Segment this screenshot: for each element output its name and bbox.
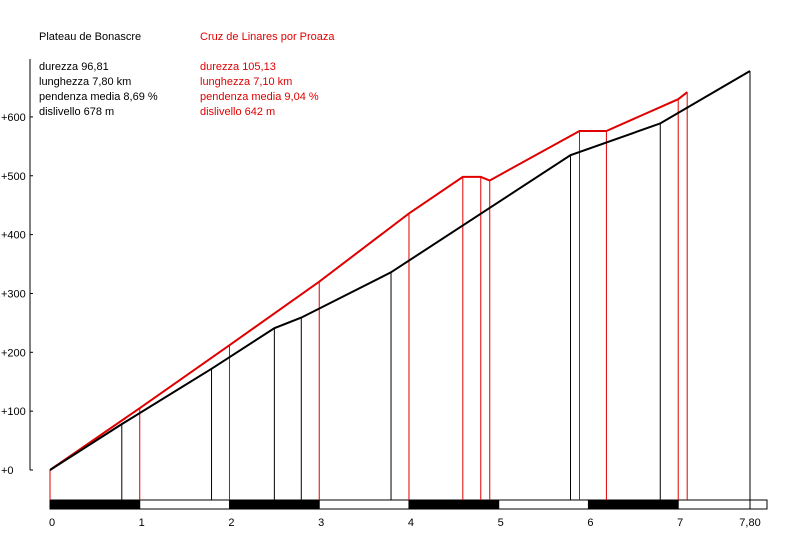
- distance-bar-segment: [49, 499, 141, 510]
- distance-bar-segment: [228, 499, 320, 510]
- series-b-pendenza: pendenza media 9,04 %: [200, 91, 319, 103]
- series-b-lunghezza: lunghezza 7,10 km: [200, 76, 293, 88]
- y-tick-label: +100: [1, 406, 26, 418]
- distance-bar-segment: [318, 499, 410, 510]
- series-b-dislivello: dislivello 642 m: [200, 106, 276, 118]
- distance-bar-segment: [587, 499, 679, 510]
- x-tick-label: 5: [498, 517, 504, 529]
- distance-bar-segment: [677, 499, 751, 510]
- distance-bar-segment: [408, 499, 500, 510]
- x-tick-label: 3: [318, 517, 324, 529]
- x-axis: 0 1 2 3 4 5 6 7 7,80: [49, 517, 761, 529]
- series-a-name: Plateau de Bonascre: [39, 31, 142, 43]
- vertical-drop-lines: [49, 71, 751, 500]
- x-tick-label: 4: [408, 517, 414, 529]
- y-tick-label: +200: [1, 347, 26, 359]
- x-tick-label: 2: [228, 517, 234, 529]
- profile-line-series-a: [49, 70, 751, 471]
- x-tick-label: 0: [49, 517, 55, 529]
- x-tick-label: 6: [587, 517, 593, 529]
- y-tick-label: +600: [1, 112, 26, 124]
- x-tick-label: 1: [139, 517, 145, 529]
- distance-bar: [49, 499, 768, 510]
- distance-bar-segment: [498, 499, 589, 510]
- series-b-durezza: durezza 105,13: [200, 61, 276, 73]
- y-tick-label: +400: [1, 230, 26, 242]
- legend-series-a: Plateau de Bonascre durezza 96,81 lunghe…: [39, 30, 158, 120]
- x-tick-label: 7: [677, 517, 683, 529]
- series-a-pendenza: pendenza media 8,69 %: [39, 91, 158, 103]
- y-tick-label: +0: [1, 465, 14, 477]
- profile-lines: [49, 70, 751, 471]
- distance-bar-segment: [139, 499, 230, 510]
- series-a-durezza: durezza 96,81: [39, 61, 109, 73]
- series-a-lunghezza: lunghezza 7,80 km: [39, 76, 132, 88]
- series-b-name: Cruz de Linares por Proaza: [200, 31, 335, 43]
- y-axis: +0 +100 +200 +300 +400 +500 +600: [1, 59, 33, 477]
- x-tick-label: 7,80: [739, 517, 760, 529]
- series-a-dislivello: dislivello 678 m: [39, 106, 115, 118]
- y-tick-label: +300: [1, 288, 26, 300]
- profile-line-series-b: [49, 91, 688, 471]
- legend-series-b: Cruz de Linares por Proaza durezza 105,1…: [200, 30, 335, 120]
- y-tick-label: +500: [1, 171, 26, 183]
